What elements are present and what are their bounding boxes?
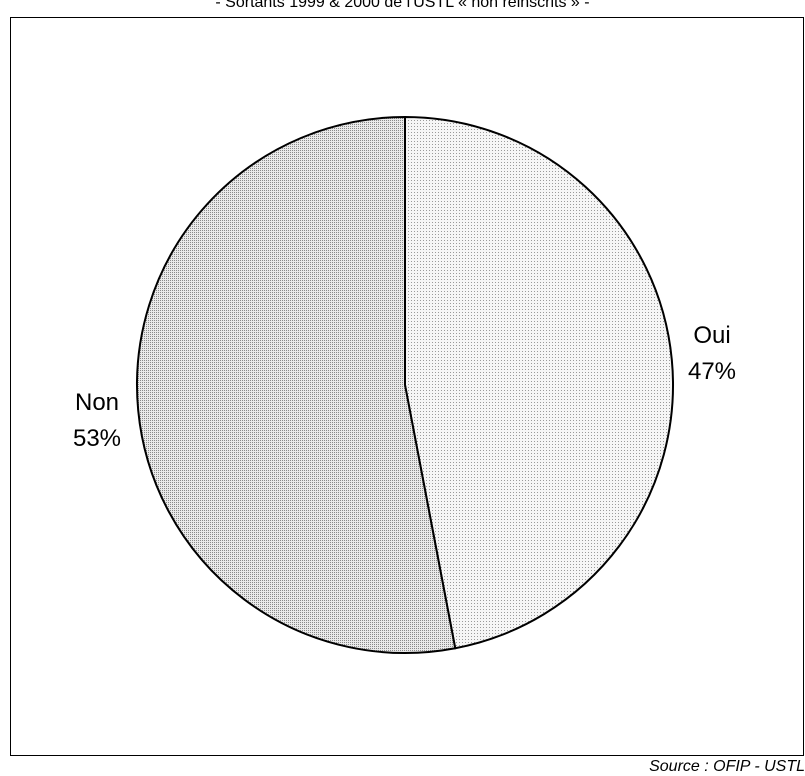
chart-source: Source : OFIP - USTL	[649, 758, 805, 775]
pie-slice-non	[136, 115, 457, 654]
slice-value-non: 53%	[73, 425, 121, 452]
slice-label-non: Non	[75, 389, 119, 416]
slice-value-oui: 47%	[688, 358, 736, 385]
pie-slice-oui	[404, 115, 674, 650]
slice-label-oui: Oui	[693, 322, 730, 349]
chart-subtitle: - Sortants 1999 & 2000 de l'USTL « non r…	[215, 0, 590, 11]
